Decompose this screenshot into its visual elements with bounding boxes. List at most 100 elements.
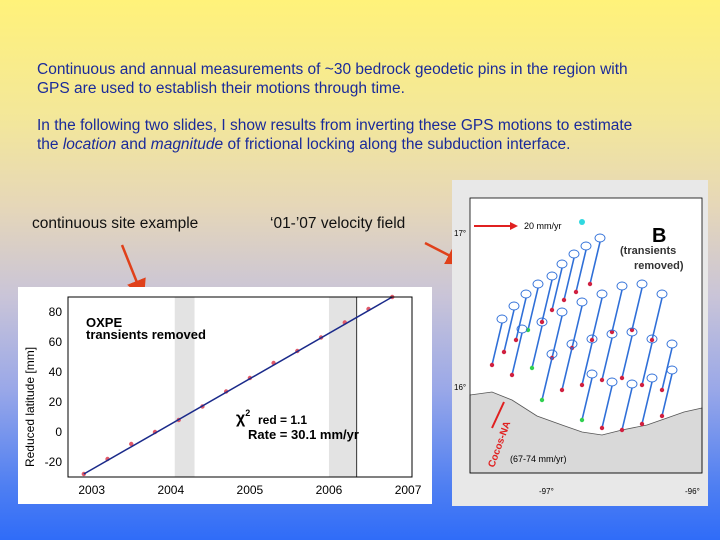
velocity-vector [561,347,573,391]
arrow-to-timeseries [120,244,146,300]
velocity-vector [641,381,653,425]
velocity-vectors [489,219,678,433]
velocity-vector [601,337,613,381]
lat-label-mid: 16° [454,383,466,392]
error-ellipse [626,327,638,337]
rate-label: Rate = 30.1 mm/yr [248,427,359,442]
site-marker [539,397,545,403]
timeseries-chart: Reduced latitude [mm] 80 60 40 20 0 -20 2003 20… [23,294,422,497]
velocity-vector [631,287,643,331]
site-marker [589,337,595,343]
y-axis-label: Reduced latitude [mm] [23,347,37,467]
fit-line [83,296,393,475]
site-marker [629,327,635,333]
error-ellipse [508,301,520,311]
plot-frame [67,296,413,478]
chi-symbol: χ2 [236,408,250,427]
scale-label: 20 mm/yr [524,221,562,231]
paragraph-2: In the following two slides, I show resu… [37,117,633,153]
velocity-vector [589,241,601,285]
velocity-map: 17° 16° -97° -96° 20 mm/yr B (transients… [454,197,703,496]
velocity-vector [531,325,543,369]
data-point [129,441,134,447]
site-marker [659,413,665,419]
y-tick-label: 0 [55,425,62,439]
error-ellipse [656,289,668,299]
shaded-interval-2 [328,297,357,477]
velocity-field-label: ‘01-’07 velocity field [270,215,406,232]
velocity-vector [571,305,583,349]
site-marker [619,375,625,381]
error-ellipse [646,334,658,344]
x-tick-label: 2003 [78,483,105,497]
error-ellipse [556,307,568,317]
site-marker [529,365,535,371]
velocity-vector [511,332,523,376]
site-marker [509,372,515,378]
error-ellipse [556,259,568,269]
panel-letter: B [652,225,666,247]
site-subtitle: transients removed [86,327,206,342]
y-tick-label: -20 [45,455,63,469]
error-ellipse [606,377,618,387]
x-tick-label: 2006 [316,483,343,497]
site-marker [489,362,495,368]
velocity-vector [641,342,653,386]
y-tick-label: 20 [49,395,63,409]
y-tick-label: 40 [49,365,63,379]
site-marker [501,349,507,355]
site-marker [579,417,585,423]
error-ellipse [666,339,678,349]
velocity-vector [601,385,613,429]
error-ellipse [586,369,598,379]
error-ellipse [616,281,628,291]
error-ellipse [606,329,618,339]
shaded-interval-1 [174,297,195,477]
note-line-1: (transients [620,245,676,257]
continuous-site-label: continuous site example [32,215,199,232]
error-ellipse [626,379,638,389]
error-ellipse [636,279,648,289]
site-marker [659,387,665,393]
velocity-vector [611,289,623,333]
trench-rate-label: (67-74 mm/yr) [510,454,567,464]
map-frame [469,197,703,474]
velocity-vector [551,267,563,311]
error-ellipse [568,249,580,259]
site-marker [579,219,585,225]
velocity-vector [621,335,633,379]
velocity-vector [515,297,527,341]
error-ellipse [536,317,548,327]
velocity-vector [541,357,553,401]
error-ellipse [594,233,606,243]
velocity-vector [541,279,553,323]
site-marker [587,281,593,287]
scale-arrowhead [510,222,518,230]
lon-label-left: -97° [539,487,554,496]
chi-label: red = 1.1 [258,413,307,427]
velocity-vector [581,377,593,421]
error-ellipse [576,297,588,307]
velocity-vector [581,342,593,386]
error-ellipse [566,339,578,349]
site-marker [579,382,585,388]
error-ellipse [532,279,544,289]
site-marker [561,297,567,303]
note-line-2: removed) [634,260,684,272]
y-tick-label: 60 [49,335,63,349]
velocity-vector [563,257,575,301]
site-marker [549,307,555,313]
error-ellipse [666,365,678,375]
velocity-vector [621,387,633,431]
velocity-vector [551,315,563,359]
y-tick-label: 80 [49,305,63,319]
error-ellipse [516,324,528,334]
velocity-vector [491,322,503,366]
site-marker [639,382,645,388]
x-tick-label: 2004 [157,483,184,497]
timeseries-panel: Reduced latitude [mm] 80 60 40 20 0 -20 2003 20… [18,287,432,504]
lon-label-right: -96° [685,487,700,496]
velocity-vector [527,287,539,331]
site-marker [609,329,615,335]
error-ellipse [520,289,532,299]
